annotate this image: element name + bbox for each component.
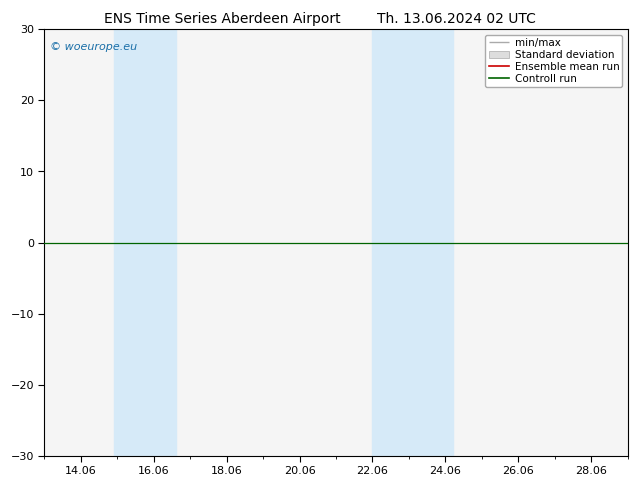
Text: Th. 13.06.2024 02 UTC: Th. 13.06.2024 02 UTC — [377, 12, 536, 26]
Text: ENS Time Series Aberdeen Airport: ENS Time Series Aberdeen Airport — [103, 12, 340, 26]
Bar — [373, 29, 453, 456]
Text: © woeurope.eu: © woeurope.eu — [50, 42, 138, 52]
Bar — [113, 29, 176, 456]
Legend: min/max, Standard deviation, Ensemble mean run, Controll run: min/max, Standard deviation, Ensemble me… — [486, 35, 623, 87]
